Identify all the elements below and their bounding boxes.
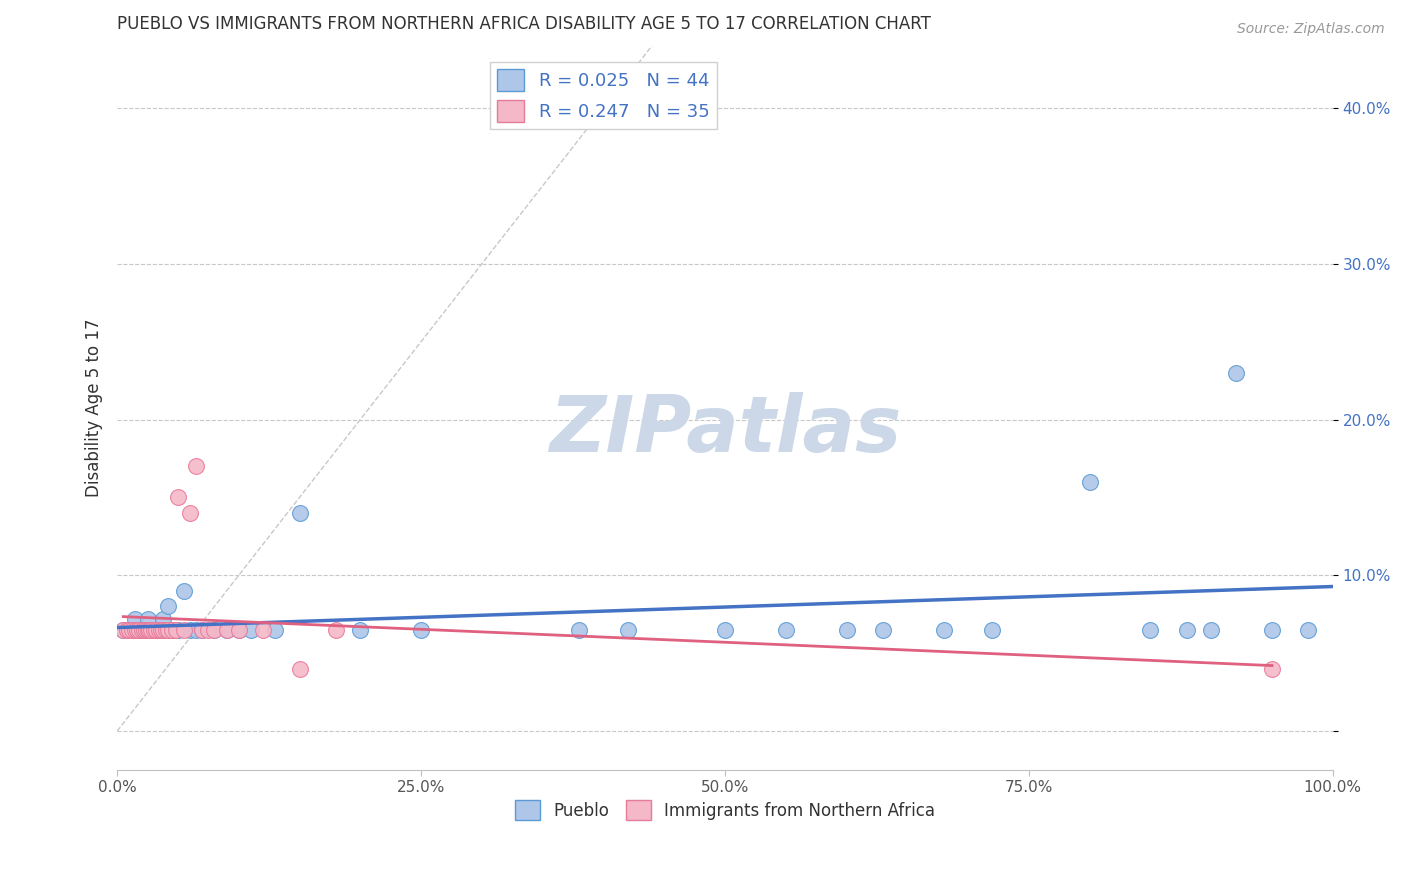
Point xyxy=(157,599,180,614)
Point xyxy=(215,623,238,637)
Point xyxy=(132,623,155,637)
Point xyxy=(204,623,226,637)
Point xyxy=(228,623,250,637)
Point xyxy=(112,623,135,637)
Point xyxy=(981,623,1004,637)
Point xyxy=(165,623,187,637)
Text: ZIPatlas: ZIPatlas xyxy=(548,392,901,467)
Point xyxy=(239,623,262,637)
Point xyxy=(167,623,190,637)
Text: PUEBLO VS IMMIGRANTS FROM NORTHERN AFRICA DISABILITY AGE 5 TO 17 CORRELATION CHA: PUEBLO VS IMMIGRANTS FROM NORTHERN AFRIC… xyxy=(117,15,931,33)
Point xyxy=(616,623,638,637)
Point xyxy=(160,623,183,637)
Point xyxy=(131,623,153,637)
Point xyxy=(118,623,141,637)
Point xyxy=(1261,623,1284,637)
Point xyxy=(124,623,146,637)
Point xyxy=(142,623,165,637)
Point xyxy=(148,623,170,637)
Point xyxy=(132,623,155,637)
Point xyxy=(145,623,167,637)
Point xyxy=(264,623,287,637)
Point xyxy=(112,623,135,637)
Point xyxy=(136,623,159,637)
Point xyxy=(149,623,172,637)
Point xyxy=(149,623,172,637)
Point xyxy=(197,623,219,637)
Point xyxy=(191,623,214,637)
Point xyxy=(325,623,347,637)
Point xyxy=(215,623,238,637)
Point xyxy=(136,612,159,626)
Point xyxy=(155,623,177,637)
Point xyxy=(179,623,201,637)
Point xyxy=(152,612,174,626)
Point xyxy=(1261,662,1284,676)
Y-axis label: Disability Age 5 to 17: Disability Age 5 to 17 xyxy=(86,318,103,497)
Point xyxy=(186,459,208,474)
Point xyxy=(714,623,737,637)
Point xyxy=(186,623,208,637)
Point xyxy=(145,623,167,637)
Point xyxy=(775,623,797,637)
Point xyxy=(135,623,157,637)
Point xyxy=(131,623,153,637)
Point xyxy=(932,623,955,637)
Point xyxy=(173,623,195,637)
Point xyxy=(568,623,591,637)
Point xyxy=(124,612,146,626)
Point xyxy=(165,623,187,637)
Legend: Pueblo, Immigrants from Northern Africa: Pueblo, Immigrants from Northern Africa xyxy=(508,793,942,827)
Text: Source: ZipAtlas.com: Source: ZipAtlas.com xyxy=(1237,22,1385,37)
Point xyxy=(1298,623,1320,637)
Point xyxy=(139,623,162,637)
Point xyxy=(288,662,311,676)
Point xyxy=(160,623,183,637)
Point xyxy=(141,623,163,637)
Point xyxy=(1078,475,1101,489)
Point xyxy=(128,623,150,637)
Point xyxy=(835,623,858,637)
Point xyxy=(115,623,138,637)
Point xyxy=(409,623,432,637)
Point xyxy=(204,623,226,637)
Point xyxy=(1175,623,1198,637)
Point xyxy=(167,491,190,505)
Point xyxy=(157,623,180,637)
Point xyxy=(179,506,201,520)
Point xyxy=(125,623,148,637)
Point xyxy=(252,623,274,637)
Point xyxy=(142,623,165,637)
Point xyxy=(155,623,177,637)
Point xyxy=(128,623,150,637)
Point xyxy=(1199,623,1222,637)
Point xyxy=(288,506,311,520)
Point xyxy=(138,623,160,637)
Point xyxy=(1139,623,1161,637)
Point xyxy=(152,623,174,637)
Point xyxy=(121,623,143,637)
Point xyxy=(118,623,141,637)
Point xyxy=(173,583,195,598)
Point xyxy=(349,623,371,637)
Point xyxy=(228,623,250,637)
Point xyxy=(191,623,214,637)
Point xyxy=(872,623,894,637)
Point xyxy=(1225,366,1247,380)
